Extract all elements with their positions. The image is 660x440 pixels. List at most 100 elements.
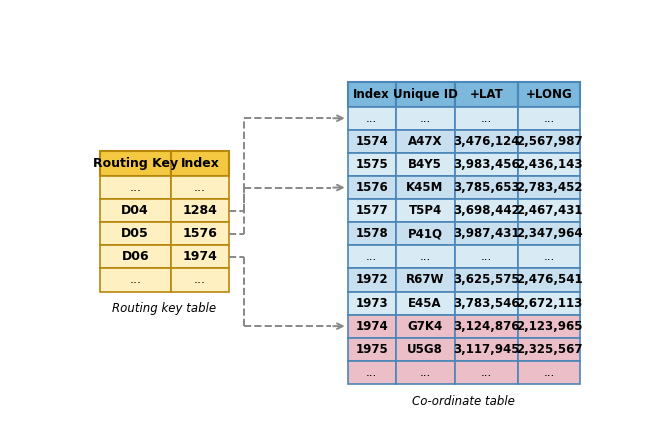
Text: T5P4: T5P4	[409, 204, 442, 217]
Bar	[455, 176, 518, 199]
Bar	[518, 246, 580, 268]
Text: 1574: 1574	[355, 135, 388, 148]
Text: G7K4: G7K4	[407, 319, 443, 333]
Bar	[395, 268, 455, 291]
Bar	[518, 268, 580, 291]
Text: 2,123,965: 2,123,965	[516, 319, 582, 333]
Bar	[348, 338, 395, 361]
Text: 3,783,546: 3,783,546	[453, 297, 519, 310]
Bar	[100, 246, 171, 268]
Bar	[395, 315, 455, 338]
Text: Co-ordinate table: Co-ordinate table	[412, 395, 515, 408]
Bar	[455, 199, 518, 222]
Bar	[171, 222, 229, 246]
Text: D05: D05	[121, 227, 149, 240]
Bar	[348, 246, 395, 268]
Text: D04: D04	[121, 204, 149, 217]
Text: ...: ...	[366, 250, 378, 264]
Text: ...: ...	[419, 366, 431, 379]
Text: ...: ...	[480, 112, 492, 125]
Bar	[518, 338, 580, 361]
Text: 2,783,452: 2,783,452	[516, 181, 582, 194]
Bar	[171, 151, 229, 176]
Bar	[395, 106, 455, 130]
Text: 1577: 1577	[355, 204, 388, 217]
Text: K45M: K45M	[407, 181, 444, 194]
Text: 2,467,431: 2,467,431	[516, 204, 582, 217]
Text: 3,625,575: 3,625,575	[453, 273, 519, 286]
Text: 1974: 1974	[355, 319, 388, 333]
Text: ...: ...	[366, 366, 378, 379]
Text: D06: D06	[121, 250, 149, 264]
Text: 1578: 1578	[355, 227, 388, 240]
Text: E45A: E45A	[409, 297, 442, 310]
Text: ...: ...	[480, 366, 492, 379]
Text: ...: ...	[129, 181, 141, 194]
Bar	[518, 106, 580, 130]
Bar	[348, 361, 395, 384]
Text: 3,983,456: 3,983,456	[453, 158, 519, 171]
Bar	[455, 338, 518, 361]
Bar	[171, 176, 229, 199]
Bar	[455, 361, 518, 384]
Text: 3,987,431: 3,987,431	[453, 227, 519, 240]
Text: ...: ...	[419, 250, 431, 264]
Text: A47X: A47X	[408, 135, 442, 148]
Text: 1575: 1575	[355, 158, 388, 171]
Text: ...: ...	[194, 273, 206, 286]
Bar	[348, 292, 395, 315]
Bar	[455, 153, 518, 176]
Text: 3,117,945: 3,117,945	[453, 343, 519, 356]
Text: ...: ...	[543, 250, 554, 264]
Text: ...: ...	[543, 112, 554, 125]
Bar	[455, 268, 518, 291]
Bar	[348, 82, 395, 107]
Text: 2,436,143: 2,436,143	[516, 158, 582, 171]
Bar	[171, 268, 229, 291]
Text: 1975: 1975	[355, 343, 388, 356]
Bar	[100, 176, 171, 199]
Bar	[395, 222, 455, 246]
Text: ...: ...	[366, 112, 378, 125]
Text: ...: ...	[129, 273, 141, 286]
Bar	[518, 315, 580, 338]
Bar	[348, 106, 395, 130]
Bar	[455, 130, 518, 153]
Text: Routing key table: Routing key table	[112, 302, 216, 315]
Bar	[348, 130, 395, 153]
Text: 2,567,987: 2,567,987	[515, 135, 582, 148]
Bar	[395, 199, 455, 222]
Bar	[348, 315, 395, 338]
Text: 1972: 1972	[355, 273, 388, 286]
Bar	[518, 153, 580, 176]
Text: Index: Index	[180, 157, 219, 170]
Bar	[395, 82, 455, 107]
Text: B4Y5: B4Y5	[408, 158, 442, 171]
Text: ...: ...	[480, 250, 492, 264]
Text: 1974: 1974	[182, 250, 217, 264]
Bar	[171, 246, 229, 268]
Text: 1576: 1576	[182, 227, 217, 240]
Text: ...: ...	[419, 112, 431, 125]
Bar	[455, 222, 518, 246]
Bar	[395, 153, 455, 176]
Text: Index: Index	[353, 88, 390, 101]
Text: ...: ...	[543, 366, 554, 379]
Bar	[395, 361, 455, 384]
Bar	[518, 292, 580, 315]
Bar	[100, 199, 171, 222]
Text: 2,347,964: 2,347,964	[515, 227, 582, 240]
Bar	[455, 292, 518, 315]
Bar	[455, 315, 518, 338]
Text: +LONG: +LONG	[525, 88, 572, 101]
Text: P41Q: P41Q	[408, 227, 443, 240]
Bar	[100, 222, 171, 246]
Bar	[395, 338, 455, 361]
Text: ...: ...	[194, 181, 206, 194]
Text: Unique ID: Unique ID	[393, 88, 457, 101]
Bar	[348, 199, 395, 222]
Text: 2,476,541: 2,476,541	[515, 273, 582, 286]
Bar	[348, 153, 395, 176]
Bar	[100, 151, 171, 176]
Text: Routing Key: Routing Key	[92, 157, 178, 170]
